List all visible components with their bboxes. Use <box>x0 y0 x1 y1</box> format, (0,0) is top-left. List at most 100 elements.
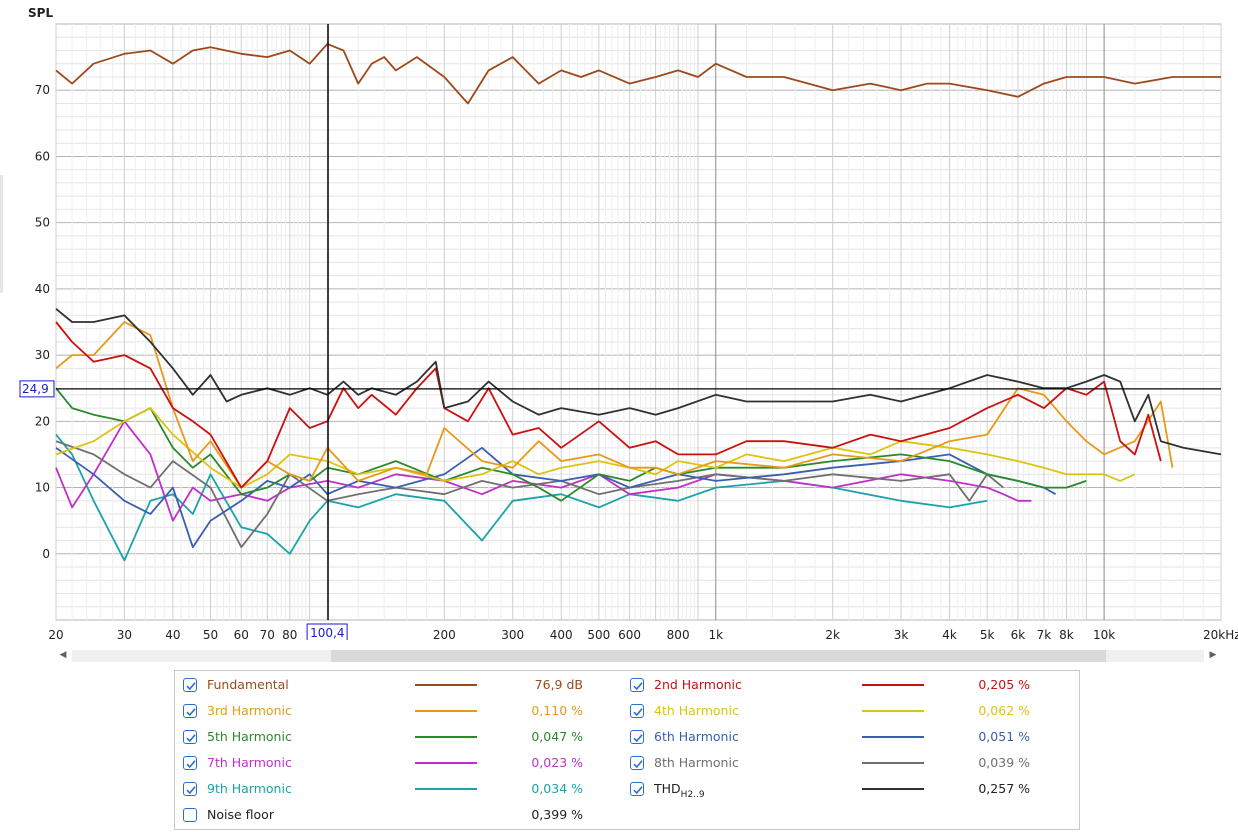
checkbox-checked-icon[interactable] <box>183 678 197 692</box>
x-tick-label: 500 <box>587 628 610 640</box>
series-line-fundamental <box>55 43 1221 105</box>
legend-item-fundamental: Fundamental 76,9 dB <box>183 677 583 697</box>
series-line-thd <box>55 308 1222 456</box>
y-tick-label: 20 <box>35 414 50 428</box>
legend-line-swatch[interactable] <box>862 762 924 764</box>
crosshair-cursor[interactable]: 24,9 100,4 <box>19 24 1221 640</box>
x-tick-label: 5k <box>980 628 995 640</box>
checkbox-unchecked-icon[interactable] <box>183 808 197 822</box>
legend-value: 0,257 % <box>978 781 1030 796</box>
x-tick-label: 6k <box>1011 628 1026 640</box>
cursor-y-readout-box <box>19 380 55 398</box>
series-lines <box>55 43 1222 562</box>
y-tick-label: 30 <box>35 348 50 362</box>
legend-value: 0,062 % <box>978 703 1030 718</box>
legend-value: 0,047 % <box>531 729 583 744</box>
legend-label: 2nd Harmonic <box>654 677 742 693</box>
legend-label: 9th Harmonic <box>207 781 292 797</box>
checkbox-checked-icon[interactable] <box>183 730 197 744</box>
legend-label-text: 2nd Harmonic <box>654 677 742 692</box>
x-tick-labels: 20 30 40 50 60 70 80 200 300 400 500 600 800 1k 2k 3k 4k… <box>48 628 1238 640</box>
x-tick-label: 300 <box>501 628 524 640</box>
legend-label-subscript: H2..9 <box>680 790 705 800</box>
legend-item-noise-floor: Noise floor 0,399 % <box>183 807 583 827</box>
series-line-2nd-harmonic <box>55 321 1162 489</box>
series-line-4th-harmonic <box>55 407 1136 489</box>
checkbox-checked-icon[interactable] <box>183 704 197 718</box>
x-tick-label: 10k <box>1093 628 1115 640</box>
x-tick-label: 600 <box>618 628 641 640</box>
y-tick-label: 40 <box>35 282 50 296</box>
y-axis-title: SPL <box>28 6 53 20</box>
cursor-y-readout: 24,9 <box>22 382 49 396</box>
checkbox-checked-icon[interactable] <box>630 756 644 770</box>
legend-label: 5th Harmonic <box>207 729 292 745</box>
legend-label: THDH2..9 <box>654 781 705 800</box>
scrollbar-track[interactable] <box>72 650 1204 662</box>
cursor-x-readout-box <box>306 623 348 640</box>
y-tick-label: 50 <box>35 216 50 230</box>
chevron-left-icon[interactable]: ◀ <box>59 649 67 659</box>
x-tick-label: 60 <box>234 628 249 640</box>
x-tick-label: 2k <box>825 628 840 640</box>
checkbox-checked-icon[interactable] <box>183 756 197 770</box>
legend-value: 0,110 % <box>531 703 583 718</box>
y-tick-label: 70 <box>35 83 50 97</box>
checkbox-checked-icon[interactable] <box>630 704 644 718</box>
grid-lines <box>55 23 1222 621</box>
legend-label-text: 7th Harmonic <box>207 755 292 770</box>
legend-line-swatch[interactable] <box>415 762 477 764</box>
y-tick-label: 10 <box>35 481 50 495</box>
x-tick-label: 800 <box>667 628 690 640</box>
legend-label: Noise floor <box>207 807 274 823</box>
legend-line-swatch[interactable] <box>862 710 924 712</box>
horizontal-scrollbar[interactable]: ◀ ▶ <box>56 646 1220 664</box>
legend-label: 7th Harmonic <box>207 755 292 771</box>
legend-label: 6th Harmonic <box>654 729 739 745</box>
legend-label: 8th Harmonic <box>654 755 739 771</box>
x-tick-label: 20kHz <box>1203 628 1238 640</box>
legend-line-swatch[interactable] <box>415 736 477 738</box>
legend-value: 0,051 % <box>978 729 1030 744</box>
y-tick-label: 60 <box>35 149 50 163</box>
legend-label-text: 5th Harmonic <box>207 729 292 744</box>
plot-area[interactable] <box>55 23 1222 621</box>
legend-item-2nd-harmonic: 2nd Harmonic 0,205 % <box>630 677 1030 697</box>
legend-item-4th-harmonic: 4th Harmonic 0,062 % <box>630 703 1030 723</box>
x-tick-label: 3k <box>894 628 909 640</box>
x-tick-label: 400 <box>550 628 573 640</box>
legend-item-7th-harmonic: 7th Harmonic 0,023 % <box>183 755 583 775</box>
legend-label-text: Fundamental <box>207 677 289 692</box>
legend-item-9th-harmonic: 9th Harmonic 0,034 % <box>183 781 583 801</box>
legend-line-swatch[interactable] <box>862 684 924 686</box>
cursor-x-readout: 100,4 <box>310 626 344 640</box>
left-gutter <box>0 175 3 293</box>
checkbox-checked-icon[interactable] <box>630 782 644 796</box>
checkbox-checked-icon[interactable] <box>630 678 644 692</box>
x-tick-label: 20 <box>48 628 63 640</box>
series-line-8th-harmonic <box>55 440 1004 549</box>
checkbox-checked-icon[interactable] <box>630 730 644 744</box>
legend-line-swatch[interactable] <box>415 684 477 686</box>
series-line-5th-harmonic <box>55 387 1087 502</box>
legend-value: 0,399 % <box>531 807 583 822</box>
legend-line-swatch[interactable] <box>415 710 477 712</box>
legend-line-swatch[interactable] <box>415 788 477 790</box>
legend-label: 3rd Harmonic <box>207 703 292 719</box>
legend-label: Fundamental <box>207 677 289 693</box>
legend-label-text: 3rd Harmonic <box>207 703 292 718</box>
series-line-9th-harmonic <box>55 434 988 562</box>
y-tick-labels: 70 60 50 40 30 20 10 0 <box>35 83 50 561</box>
scrollbar-thumb[interactable] <box>331 650 1106 662</box>
legend-label-text: 8th Harmonic <box>654 755 739 770</box>
chevron-right-icon[interactable]: ▶ <box>1209 649 1217 659</box>
legend-label-text: 9th Harmonic <box>207 781 292 796</box>
legend-line-swatch[interactable] <box>862 736 924 738</box>
legend-label-text: 6th Harmonic <box>654 729 739 744</box>
legend-value: 0,023 % <box>531 755 583 770</box>
legend-line-swatch[interactable] <box>862 788 924 790</box>
legend-item-thd: THDH2..9 0,257 % <box>630 781 1030 801</box>
checkbox-checked-icon[interactable] <box>183 782 197 796</box>
series-line-3rd-harmonic <box>55 321 1174 489</box>
spl-graph[interactable]: SPL 70 60 50 40 30 20 10 0 20 30 40 50 60 70 80 200 300… <box>0 0 1238 640</box>
